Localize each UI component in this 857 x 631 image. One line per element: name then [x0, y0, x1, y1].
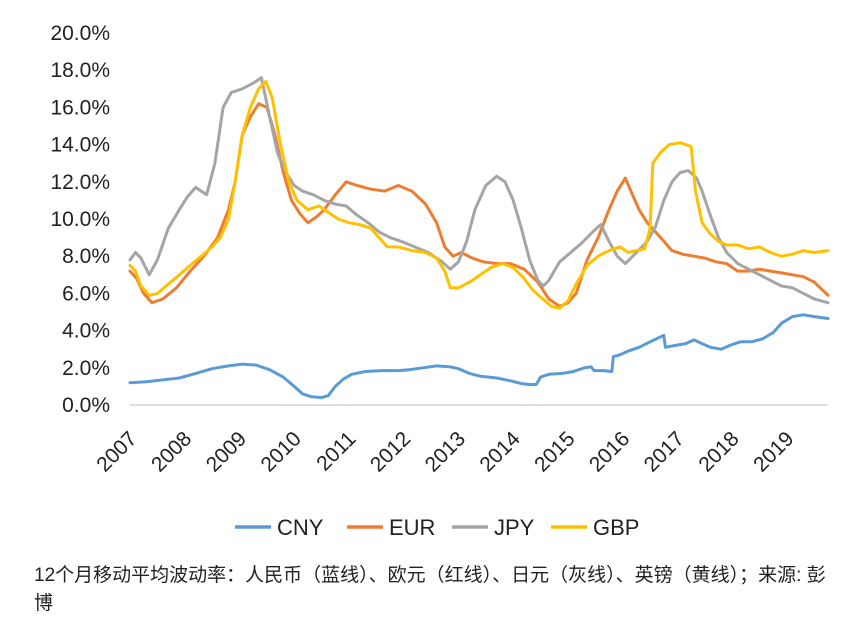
legend-label-eur: EUR: [389, 515, 435, 540]
x-tick-label: 2007: [92, 427, 141, 476]
x-tick-label: 2012: [366, 427, 415, 476]
y-tick-label: 8.0%: [62, 245, 110, 268]
legend-label-cny: CNY: [277, 515, 324, 540]
legend-label-gbp: GBP: [593, 515, 639, 540]
y-tick-label: 4.0%: [62, 320, 110, 343]
y-tick-label: 2.0%: [62, 357, 110, 380]
y-tick-label: 14.0%: [50, 134, 110, 157]
y-tick-label: 20.0%: [50, 22, 110, 45]
x-tick-label: 2017: [640, 427, 689, 476]
y-tick-label: 16.0%: [50, 96, 110, 119]
x-tick-label: 2014: [475, 427, 525, 477]
y-tick-label: 18.0%: [50, 59, 110, 82]
series-lines: [128, 76, 830, 400]
x-axis-tick-labels: 2007 2008 2009 2010 2011 2012 2013 2014 2015 2016…: [92, 427, 798, 477]
x-tick-label: 2011: [312, 427, 360, 475]
x-tick-label: 2016: [585, 427, 634, 476]
series-line-gbp: [128, 79, 830, 310]
x-tick-label: 2015: [530, 427, 579, 476]
legend: CNY EUR JPY GBP: [235, 515, 639, 540]
y-tick-label: 10.0%: [50, 208, 110, 231]
y-axis-tick-labels: 0.0% 2.0% 4.0% 6.0% 8.0% 10.0% 12.0% 14.0% 16.0%…: [50, 22, 110, 417]
figure-caption: 12个月移动平均波动率：人民币（蓝线）、欧元（红线）、日元（灰线）、英镑（黄线）…: [34, 565, 826, 614]
line-chart: 0.0% 2.0% 4.0% 6.0% 8.0% 10.0% 12.0% 14.0% 16.0%…: [50, 22, 830, 540]
series-line-jpy: [128, 76, 830, 305]
x-tick-label: 2019: [749, 427, 798, 476]
x-tick-label: 2018: [694, 427, 743, 476]
y-tick-label: 0.0%: [62, 394, 110, 417]
x-tick-label: 2010: [256, 427, 305, 476]
y-tick-label: 12.0%: [50, 171, 110, 194]
x-tick-label: 2009: [202, 427, 251, 476]
x-tick-label: 2013: [421, 427, 470, 476]
x-tick-label: 2008: [147, 427, 196, 476]
legend-label-jpy: JPY: [494, 515, 535, 540]
y-tick-label: 6.0%: [62, 282, 110, 305]
series-line-cny: [128, 313, 830, 400]
